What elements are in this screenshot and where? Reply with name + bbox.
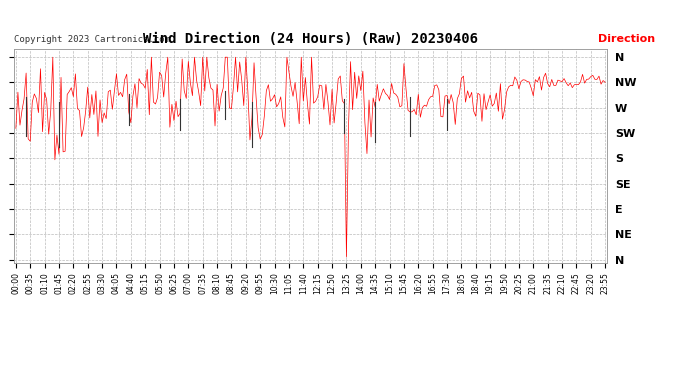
Title: Wind Direction (24 Hours) (Raw) 20230406: Wind Direction (24 Hours) (Raw) 20230406 xyxy=(143,32,478,46)
Text: Copyright 2023 Cartronics.com: Copyright 2023 Cartronics.com xyxy=(14,36,170,45)
Text: Direction: Direction xyxy=(598,34,655,45)
